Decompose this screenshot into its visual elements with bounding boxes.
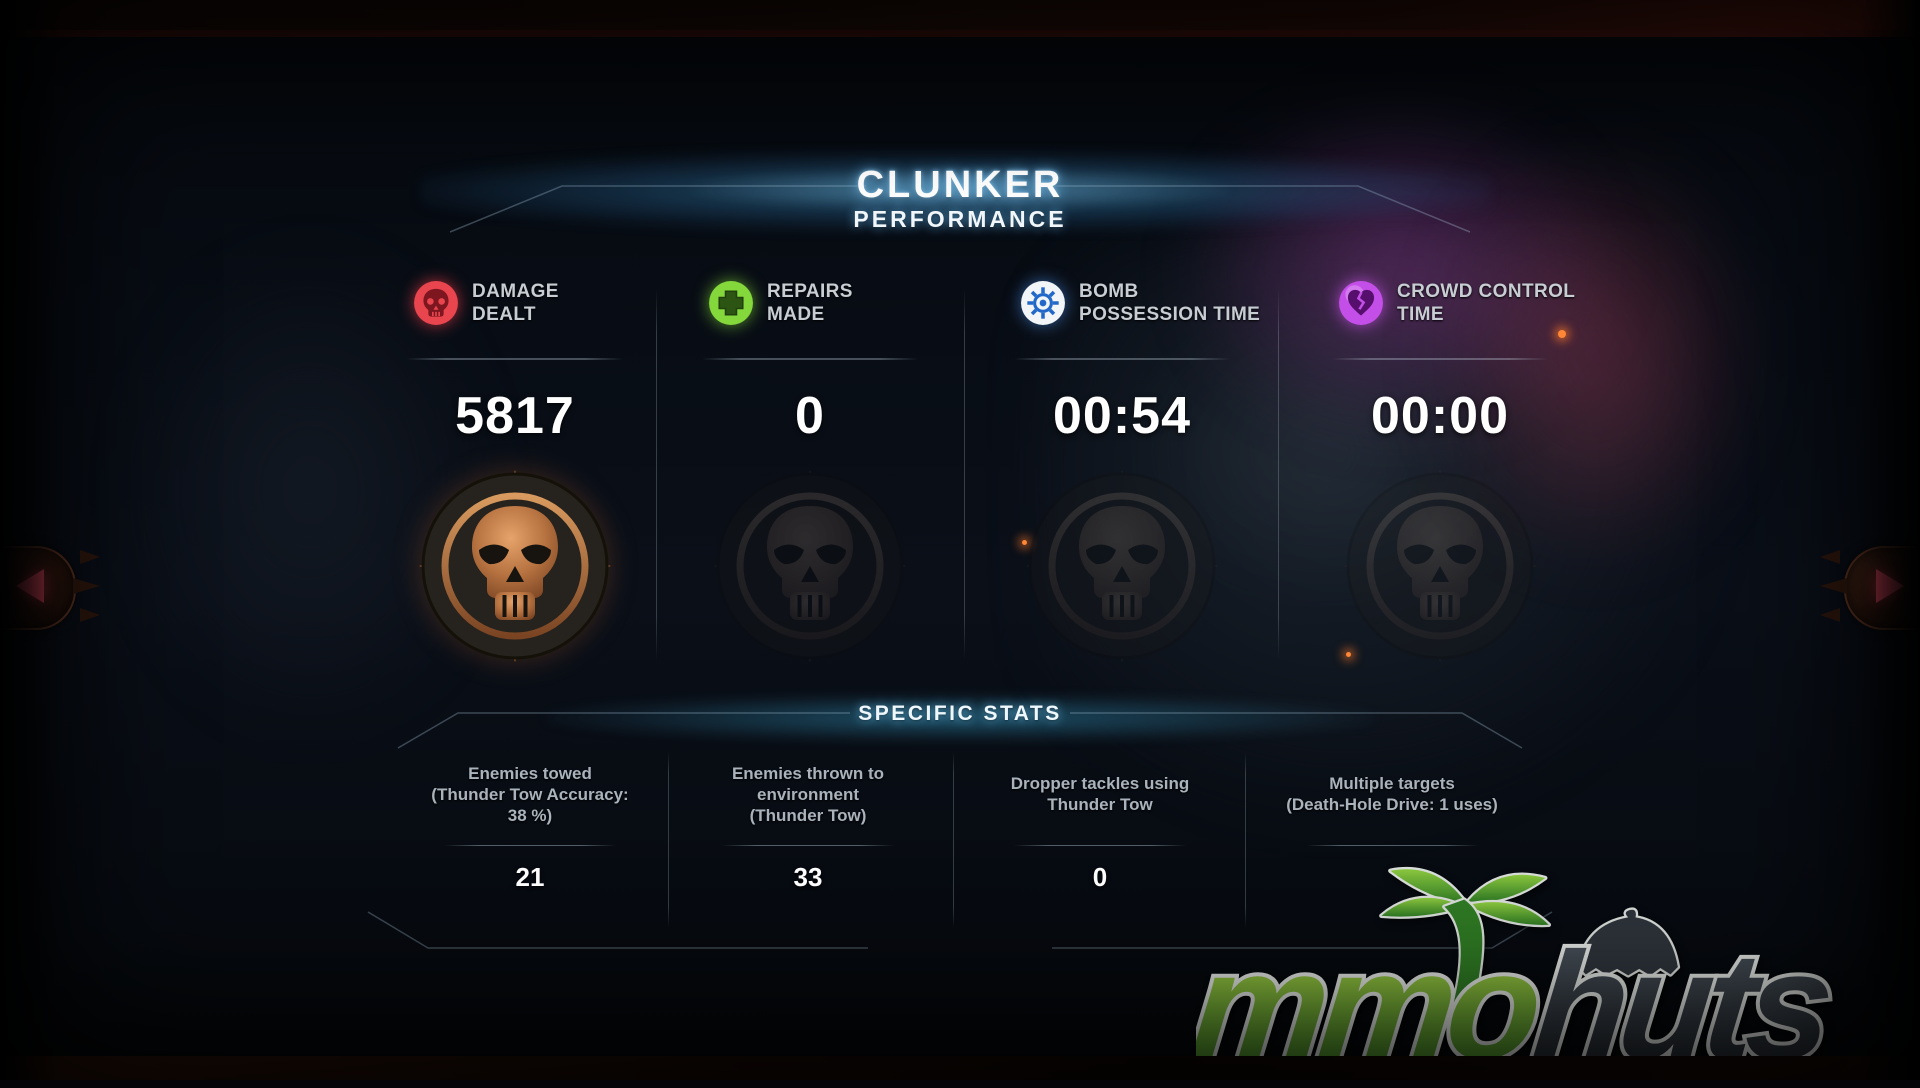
stat-column-repairs-made: REPAIRS MADE 0 <box>670 280 950 690</box>
specific-stat-underline <box>1014 845 1186 846</box>
specific-stat-enemies-thrown: Enemies thrown to environment (Thunder T… <box>663 748 953 892</box>
stat-label: REPAIRS MADE <box>767 281 853 325</box>
bottom-frame-bar <box>0 1056 1920 1080</box>
skull-medallion-dim <box>1026 470 1218 662</box>
specific-stat-multiple-targets: Multiple targets (Death-Hole Drive: 1 us… <box>1247 748 1537 846</box>
specific-stat-value: 0 <box>1092 862 1108 892</box>
spike-decoration <box>80 608 100 622</box>
specific-stat-dropper-tackles: Dropper tackles using Thunder Tow 0 <box>955 748 1245 892</box>
spike-decoration <box>1820 608 1840 622</box>
ember-spark <box>1558 330 1566 338</box>
stat-column-damage-dealt: DAMAGE DEALT 5817 <box>375 280 655 690</box>
stat-underline <box>407 358 623 360</box>
spike-decoration <box>73 578 100 594</box>
stat-column-crowd-control: CROWD CONTROL TIME 00:00 <box>1300 280 1580 690</box>
column-divider <box>953 752 954 928</box>
bomb-mine-icon <box>1021 281 1065 325</box>
ember-spark <box>1022 540 1027 545</box>
skull-medallion-dim <box>714 470 906 662</box>
specific-stats-heading: SPECIFIC STATS <box>858 702 1062 725</box>
stat-underline <box>1014 358 1230 360</box>
specific-stat-enemies-towed: Enemies towed (Thunder Tow Accuracy: 38 … <box>385 748 675 893</box>
specific-stat-label: Multiple targets (Death-Hole Drive: 1 us… <box>1286 774 1498 814</box>
spike-decoration <box>80 550 100 564</box>
ember-spark <box>1346 652 1351 657</box>
top-frame-bar <box>0 0 1920 30</box>
screen-subtitle: PERFORMANCE <box>853 206 1067 232</box>
stat-underline <box>702 358 918 360</box>
stat-underline <box>1332 358 1548 360</box>
spike-decoration <box>1820 550 1840 564</box>
column-divider <box>964 288 965 660</box>
specific-stat-underline <box>1306 845 1478 846</box>
specific-stat-label: Dropper tackles using Thunder Tow <box>1010 774 1190 814</box>
specific-stat-label: Enemies towed (Thunder Tow Accuracy: 38 … <box>431 763 629 825</box>
stat-column-bomb-possession: BOMB POSSESSION TIME 00:54 <box>982 280 1262 690</box>
column-divider <box>656 288 657 660</box>
specific-stat-value: 21 <box>515 862 545 892</box>
column-divider <box>668 752 669 928</box>
specific-stat-underline <box>444 845 616 846</box>
stat-label: CROWD CONTROL TIME <box>1397 281 1576 325</box>
stat-value-crowd-control: 00:00 <box>1371 387 1509 445</box>
column-divider <box>1278 288 1279 660</box>
stat-label: BOMB POSSESSION TIME <box>1079 281 1261 325</box>
spike-decoration <box>1820 578 1847 594</box>
column-divider <box>1245 752 1246 928</box>
specific-stat-underline <box>722 845 894 846</box>
stat-label: DAMAGE DEALT <box>472 281 559 325</box>
skull-icon <box>414 281 458 325</box>
screen-title: CLUNKER <box>856 164 1064 206</box>
stat-value-repairs: 0 <box>795 387 825 445</box>
right-edge-shadow <box>1860 0 1920 1080</box>
skull-medallion-dim <box>1344 470 1536 662</box>
plus-icon <box>709 281 753 325</box>
stat-value-damage: 5817 <box>455 387 575 445</box>
skull-medallion-bright <box>419 470 611 662</box>
left-edge-shadow <box>0 0 60 1080</box>
top-frame-strip <box>0 30 1920 37</box>
stat-value-bomb-time: 00:54 <box>1053 387 1191 445</box>
specific-stat-value: 33 <box>793 862 823 892</box>
specific-stat-label: Enemies thrown to environment (Thunder T… <box>731 763 885 825</box>
broken-heart-icon <box>1339 281 1383 325</box>
